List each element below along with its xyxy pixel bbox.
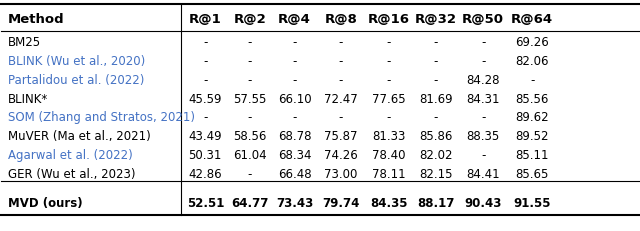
- Text: R@1: R@1: [189, 13, 221, 26]
- Text: R@4: R@4: [278, 13, 311, 26]
- Text: 78.40: 78.40: [372, 148, 406, 161]
- Text: 42.86: 42.86: [189, 167, 222, 180]
- Text: 75.87: 75.87: [324, 130, 358, 143]
- Text: 91.55: 91.55: [513, 196, 551, 209]
- Text: MuVER (Ma et al., 2021): MuVER (Ma et al., 2021): [8, 130, 150, 143]
- Text: 66.48: 66.48: [278, 167, 311, 180]
- Text: 57.55: 57.55: [233, 92, 267, 105]
- Text: 89.52: 89.52: [515, 130, 549, 143]
- Text: 69.26: 69.26: [515, 36, 549, 49]
- Text: R@32: R@32: [415, 13, 457, 26]
- Text: 68.34: 68.34: [278, 148, 311, 161]
- Text: 81.33: 81.33: [372, 130, 406, 143]
- Text: 78.11: 78.11: [372, 167, 406, 180]
- Text: 82.06: 82.06: [515, 55, 549, 68]
- Text: -: -: [339, 111, 343, 124]
- Text: 79.74: 79.74: [323, 196, 360, 209]
- Text: 68.78: 68.78: [278, 130, 311, 143]
- Text: -: -: [292, 111, 297, 124]
- Text: 82.02: 82.02: [419, 148, 452, 161]
- Text: -: -: [481, 111, 485, 124]
- Text: 84.41: 84.41: [467, 167, 500, 180]
- Text: R@16: R@16: [368, 13, 410, 26]
- Text: 90.43: 90.43: [465, 196, 502, 209]
- Text: 50.31: 50.31: [189, 148, 222, 161]
- Text: -: -: [248, 73, 252, 86]
- Text: 58.56: 58.56: [233, 130, 267, 143]
- Text: -: -: [203, 36, 207, 49]
- Text: -: -: [292, 73, 297, 86]
- Text: 45.59: 45.59: [189, 92, 222, 105]
- Text: 84.35: 84.35: [370, 196, 408, 209]
- Text: -: -: [530, 73, 534, 86]
- Text: 77.65: 77.65: [372, 92, 406, 105]
- Text: -: -: [339, 36, 343, 49]
- Text: 88.17: 88.17: [417, 196, 454, 209]
- Text: Method: Method: [8, 13, 65, 26]
- Text: -: -: [292, 36, 297, 49]
- Text: -: -: [387, 55, 391, 68]
- Text: -: -: [387, 73, 391, 86]
- Text: 82.15: 82.15: [419, 167, 452, 180]
- Text: -: -: [203, 111, 207, 124]
- Text: 85.65: 85.65: [515, 167, 549, 180]
- Text: 89.62: 89.62: [515, 111, 549, 124]
- Text: 84.28: 84.28: [467, 73, 500, 86]
- Text: 84.31: 84.31: [467, 92, 500, 105]
- Text: 73.00: 73.00: [324, 167, 358, 180]
- Text: -: -: [339, 73, 343, 86]
- Text: 88.35: 88.35: [467, 130, 500, 143]
- Text: -: -: [434, 36, 438, 49]
- Text: -: -: [292, 55, 297, 68]
- Text: -: -: [248, 167, 252, 180]
- Text: -: -: [434, 111, 438, 124]
- Text: R@64: R@64: [511, 13, 553, 26]
- Text: 85.56: 85.56: [515, 92, 549, 105]
- Text: -: -: [481, 55, 485, 68]
- Text: MVD (ours): MVD (ours): [8, 196, 83, 209]
- Text: 43.49: 43.49: [189, 130, 222, 143]
- Text: 66.10: 66.10: [278, 92, 311, 105]
- Text: 74.26: 74.26: [324, 148, 358, 161]
- Text: BLINK (Wu et al., 2020): BLINK (Wu et al., 2020): [8, 55, 145, 68]
- Text: -: -: [248, 111, 252, 124]
- Text: 64.77: 64.77: [231, 196, 269, 209]
- Text: -: -: [339, 55, 343, 68]
- Text: 52.51: 52.51: [187, 196, 224, 209]
- Text: BM25: BM25: [8, 36, 41, 49]
- Text: 81.69: 81.69: [419, 92, 452, 105]
- Text: -: -: [203, 73, 207, 86]
- Text: 72.47: 72.47: [324, 92, 358, 105]
- Text: 85.11: 85.11: [515, 148, 549, 161]
- Text: -: -: [387, 111, 391, 124]
- Text: -: -: [248, 36, 252, 49]
- Text: -: -: [203, 55, 207, 68]
- Text: -: -: [481, 36, 485, 49]
- Text: -: -: [434, 55, 438, 68]
- Text: 73.43: 73.43: [276, 196, 313, 209]
- Text: Partalidou et al. (2022): Partalidou et al. (2022): [8, 73, 144, 86]
- Text: R@2: R@2: [234, 13, 266, 26]
- Text: -: -: [387, 36, 391, 49]
- Text: Agarwal et al. (2022): Agarwal et al. (2022): [8, 148, 132, 161]
- Text: R@50: R@50: [462, 13, 504, 26]
- Text: BLINK*: BLINK*: [8, 92, 48, 105]
- Text: 85.86: 85.86: [419, 130, 452, 143]
- Text: SOM (Zhang and Stratos, 2021): SOM (Zhang and Stratos, 2021): [8, 111, 195, 124]
- Text: -: -: [481, 148, 485, 161]
- Text: -: -: [434, 73, 438, 86]
- Text: -: -: [248, 55, 252, 68]
- Text: 61.04: 61.04: [233, 148, 267, 161]
- Text: R@8: R@8: [324, 13, 358, 26]
- Text: GER (Wu et al., 2023): GER (Wu et al., 2023): [8, 167, 135, 180]
